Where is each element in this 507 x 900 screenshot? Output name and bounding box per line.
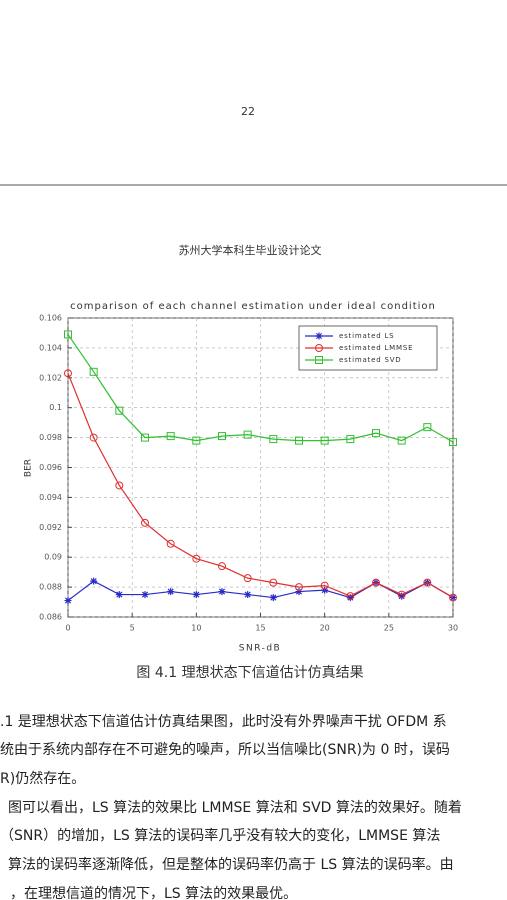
x-tick-label: 15	[255, 624, 265, 633]
marker	[166, 432, 175, 441]
marker	[346, 594, 354, 602]
marker	[115, 481, 124, 490]
y-tick-label: 0.09	[44, 553, 62, 562]
marker	[218, 562, 226, 571]
y-axis-label: BER	[24, 459, 34, 477]
body-text: .1 是理想状态下信道估计仿真结果图，此时没有外界噪声干扰 OFDM 系 统由于…	[0, 714, 462, 900]
marker	[89, 433, 98, 442]
marker	[192, 591, 200, 599]
marker	[398, 592, 406, 600]
body-line: 算法的误码率逐渐降低，但是整体的误码率仍高于 LS 算法的误码率。由	[8, 856, 454, 873]
legend-label: estimated SVD	[339, 356, 402, 364]
marker	[269, 578, 278, 587]
y-tick-label: 0.102	[39, 373, 62, 382]
marker	[346, 435, 355, 444]
marker	[141, 518, 149, 527]
x-tick-label: 5	[130, 624, 135, 633]
marker	[372, 429, 380, 438]
page-number: 22	[241, 105, 255, 118]
body-line: .1 是理想状态下信道估计仿真结果图，此时没有外界噪声干扰 OFDM 系	[0, 714, 447, 730]
y-tick-label: 0.098	[39, 433, 62, 442]
marker	[372, 578, 380, 587]
marker	[320, 436, 329, 445]
marker	[397, 436, 406, 445]
series-line	[67, 373, 454, 599]
marker	[346, 592, 355, 601]
figure-caption: 图 4.1 理想状态下信道估计仿真结果	[136, 665, 363, 681]
marker	[166, 539, 175, 548]
y-tick-label: 0.1	[49, 403, 62, 412]
body-line: 图可以看出，LS 算法的效果比 LMMSE 算法和 SVD 算法的效果好。随着	[8, 800, 462, 816]
y-tick-label: 0.086	[39, 613, 62, 622]
x-tick-label: 20	[320, 624, 330, 633]
marker	[64, 597, 72, 605]
body-line: 统由于系统内部存在不可避免的噪声，所以当信噪比(SNR)为 0 时，误码	[0, 742, 450, 758]
marker	[115, 406, 124, 415]
body-line: （SNR）的增加，LS 算法的误码率几乎没有较大的变化，LMMSE 算法	[0, 827, 440, 844]
marker	[244, 591, 252, 599]
marker	[423, 423, 432, 432]
body-line: R)仍然存在。	[0, 770, 85, 787]
y-tick-label: 0.106	[39, 314, 62, 323]
marker	[89, 367, 98, 376]
marker	[64, 369, 72, 378]
marker	[192, 436, 201, 445]
marker	[449, 593, 457, 602]
legend-label: estimated LS	[339, 332, 394, 340]
marker	[320, 581, 329, 590]
marker	[141, 433, 149, 442]
marker	[243, 574, 252, 583]
marker	[64, 330, 72, 339]
x-axis-label: SNR-dB	[239, 644, 281, 654]
marker	[295, 588, 303, 596]
x-tick-label: 10	[191, 624, 201, 633]
y-tick-label: 0.096	[39, 463, 62, 472]
marker	[90, 577, 98, 585]
y-tick-label: 0.092	[39, 523, 62, 532]
marker	[321, 586, 329, 594]
series-line	[67, 580, 454, 602]
marker	[295, 436, 303, 445]
chart-title: comparison of each channel estimation un…	[70, 301, 436, 312]
x-tick-label: 30	[448, 624, 458, 633]
marker	[218, 432, 226, 441]
marker	[397, 590, 406, 599]
marker	[295, 583, 303, 592]
marker	[269, 594, 277, 602]
marker	[243, 430, 252, 439]
marker	[269, 435, 278, 444]
marker	[115, 591, 123, 599]
y-tick-label: 0.104	[39, 343, 62, 352]
marker	[167, 588, 175, 596]
y-tick-label: 0.094	[39, 493, 62, 502]
legend-marker	[315, 344, 323, 352]
x-tick-label: 25	[384, 624, 394, 633]
legend: estimated LS estimated LMMSE estimated SVD	[298, 325, 438, 371]
x-tick-label: 0	[65, 624, 70, 633]
marker	[192, 554, 201, 563]
body-line: ，在理想信道的情况下，LS 算法的效果最优。	[10, 886, 297, 900]
y-tick-label: 0.088	[39, 583, 62, 592]
marker	[449, 438, 457, 447]
legend-label: estimated LMMSE	[339, 344, 413, 352]
plot: 0.086 0.088 0.09 0.092 0.094 0.096 0.098 0.1 0.1…	[39, 314, 458, 633]
legend-marker	[315, 332, 323, 340]
legend-marker	[315, 356, 323, 364]
marker	[141, 591, 149, 599]
page-header: 苏州大学本科生毕业设计论文	[179, 243, 322, 257]
series-line	[67, 334, 454, 443]
marker	[423, 578, 432, 587]
marker	[218, 588, 226, 596]
